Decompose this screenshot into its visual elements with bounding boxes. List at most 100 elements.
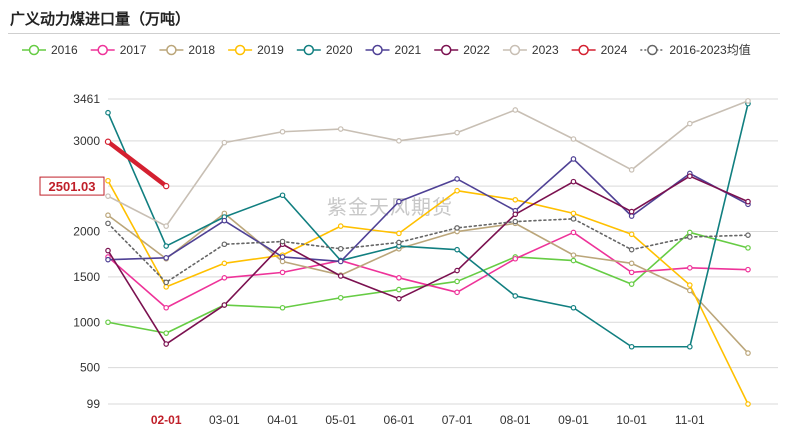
data-point <box>279 269 286 276</box>
data-point <box>512 211 519 218</box>
series-line <box>107 175 749 345</box>
data-point <box>221 217 228 224</box>
data-point <box>570 178 577 185</box>
data-point <box>163 284 169 290</box>
legend-item-3[interactable]: 2019 <box>228 43 284 57</box>
data-point <box>163 341 169 347</box>
data-point <box>396 230 402 237</box>
legend-item-0[interactable]: 2016 <box>22 43 78 57</box>
data-point <box>221 275 228 281</box>
data-point <box>105 177 111 184</box>
series-line <box>107 158 749 263</box>
x-axis-labels: 02-01 03-01 04-01 05-01 06-01 07-01 08-01 09-01… <box>151 413 705 427</box>
y-tick-label-6: 3000 <box>73 134 100 148</box>
data-point <box>628 260 635 267</box>
data-point <box>279 304 286 311</box>
data-point <box>221 260 228 267</box>
x-tick-label-9: 11-01 <box>675 413 705 427</box>
data-point <box>512 218 519 225</box>
data-point <box>454 267 460 274</box>
data-point <box>512 196 519 203</box>
data-point <box>454 225 460 231</box>
data-point <box>570 252 577 258</box>
data-point <box>570 229 577 236</box>
data-point <box>221 139 228 146</box>
data-point <box>628 208 635 215</box>
data-point <box>105 220 111 227</box>
data-point <box>628 246 635 253</box>
legend-item-1[interactable]: 2017 <box>90 43 147 57</box>
series-7 <box>105 98 751 229</box>
legend-label: 2019 <box>257 43 284 57</box>
data-point <box>396 286 402 293</box>
legend-item-2[interactable]: 2018 <box>159 43 215 57</box>
data-point <box>105 109 111 116</box>
data-point <box>105 256 111 263</box>
series-1 <box>105 229 751 311</box>
data-point <box>163 223 169 229</box>
chart-legend[interactable]: 2016 2017 2018 2019 2020 2021 2022 2023 2024 2016… <box>22 42 751 57</box>
series-line <box>105 139 169 189</box>
data-point <box>628 269 635 276</box>
data-point <box>687 173 693 180</box>
data-point <box>628 167 635 173</box>
series-line <box>107 212 749 354</box>
value-callout-label: 2501.03 <box>49 179 96 194</box>
data-point <box>628 281 635 287</box>
legend-item-7[interactable]: 2023 <box>502 43 559 57</box>
data-point <box>628 213 635 219</box>
data-point <box>454 246 460 253</box>
data-point <box>570 257 577 264</box>
legend-label: 2022 <box>463 43 490 57</box>
legend-label: 2021 <box>395 43 422 57</box>
legend-marker <box>509 44 521 56</box>
legend-item-9[interactable]: 2016-2023均值 <box>640 42 751 57</box>
data-point <box>745 198 751 205</box>
series-line <box>107 179 749 405</box>
data-point <box>396 275 402 281</box>
legend-marker <box>166 44 177 56</box>
data-point <box>628 343 635 350</box>
legend-item-5[interactable]: 2021 <box>365 43 422 57</box>
data-point <box>454 278 460 285</box>
data-point <box>279 254 286 260</box>
data-point <box>745 245 751 251</box>
y-tick-label-0: 99 <box>87 397 101 411</box>
data-point <box>454 289 460 296</box>
series-8 <box>104 138 170 190</box>
data-point <box>745 266 751 273</box>
value-callout: 2501.03 <box>39 176 105 196</box>
series-line <box>107 218 749 284</box>
data-point <box>512 293 519 299</box>
legend-item-8[interactable]: 2024 <box>571 43 628 57</box>
data-point <box>163 243 169 249</box>
data-point <box>745 232 751 238</box>
y-tick-label-4: 2000 <box>73 225 100 239</box>
legend-item-6[interactable]: 2022 <box>434 43 490 57</box>
title-divider <box>8 33 780 34</box>
data-point <box>687 120 693 127</box>
legend-marker <box>28 44 40 56</box>
y-axis-labels: 99500100015002000250030003461 <box>73 92 100 411</box>
series-6 <box>105 173 751 347</box>
legend-item-4[interactable]: 2020 <box>296 43 353 57</box>
x-tick-label-2: 04-01 <box>267 413 298 427</box>
series-9 <box>105 216 751 286</box>
y-tick-label-3: 1500 <box>73 270 100 284</box>
data-point <box>454 129 460 136</box>
data-point <box>337 294 344 301</box>
series-line <box>107 100 749 227</box>
data-point <box>337 245 344 252</box>
legend-marker <box>303 44 315 56</box>
x-tick-label-7: 09-01 <box>558 413 589 427</box>
series-line <box>107 102 749 348</box>
data-point <box>163 255 169 261</box>
x-tick-label-0: 02-01 <box>151 413 182 427</box>
data-point <box>337 258 344 265</box>
x-tick-label-1: 03-01 <box>209 413 240 427</box>
x-tick-label-6: 08-01 <box>500 413 531 427</box>
series-2 <box>105 210 751 356</box>
data-point <box>570 216 577 222</box>
legend-label: 2023 <box>532 43 559 57</box>
